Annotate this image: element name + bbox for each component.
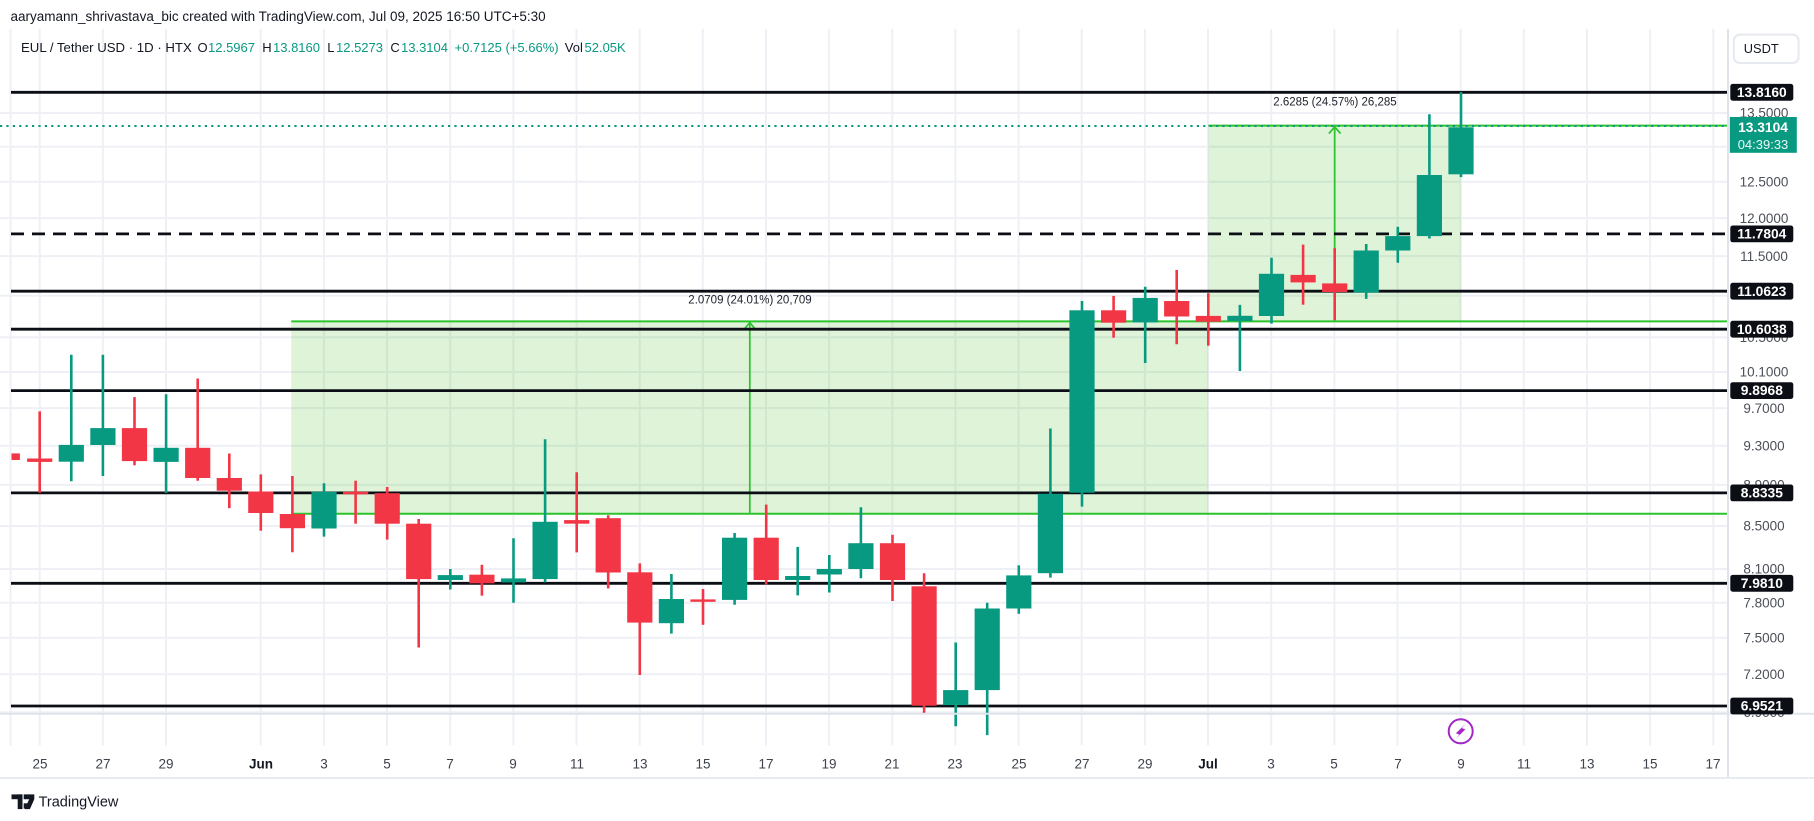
svg-text:11: 11 <box>570 757 584 772</box>
svg-text:15: 15 <box>1642 757 1657 772</box>
svg-text:8.1000: 8.1000 <box>1743 562 1784 577</box>
svg-text:19: 19 <box>821 757 836 772</box>
svg-text:8.8335: 8.8335 <box>1741 486 1784 501</box>
svg-text:13.8160: 13.8160 <box>273 40 320 55</box>
svg-text:Jun: Jun <box>249 757 273 772</box>
svg-text:H: H <box>262 40 271 55</box>
svg-text:25: 25 <box>32 757 47 772</box>
svg-text:17: 17 <box>1705 757 1720 772</box>
svg-text:11.5000: 11.5000 <box>1740 249 1788 264</box>
svg-text:13.5000: 13.5000 <box>1740 106 1789 121</box>
svg-text:EUL / Tether USD · 1D · HTX: EUL / Tether USD · 1D · HTX <box>21 40 192 55</box>
svg-text:13: 13 <box>632 757 647 772</box>
svg-text:7.9810: 7.9810 <box>1741 576 1784 591</box>
svg-text:15: 15 <box>695 757 710 772</box>
svg-text:Vol: Vol <box>565 40 583 55</box>
svg-text:11.0623: 11.0623 <box>1737 284 1786 299</box>
svg-text:17: 17 <box>758 757 773 772</box>
svg-text:11.7804: 11.7804 <box>1737 227 1786 242</box>
svg-text:10.6038: 10.6038 <box>1737 322 1787 337</box>
svg-text:9.7000: 9.7000 <box>1743 401 1784 416</box>
svg-text:12.0000: 12.0000 <box>1740 211 1789 226</box>
svg-text:12.5000: 12.5000 <box>1740 174 1789 189</box>
svg-text:+0.7125 (+5.66%): +0.7125 (+5.66%) <box>455 40 559 55</box>
svg-text:29: 29 <box>1137 757 1152 772</box>
svg-text:11: 11 <box>1517 757 1531 772</box>
svg-text:13: 13 <box>1579 757 1594 772</box>
svg-text:L: L <box>327 40 334 55</box>
svg-text:27: 27 <box>95 757 110 772</box>
svg-text:aaryamann_shrivastava_bic crea: aaryamann_shrivastava_bic created with T… <box>11 9 546 24</box>
svg-text:10.1000: 10.1000 <box>1740 365 1789 380</box>
svg-text:7.5000: 7.5000 <box>1743 630 1784 645</box>
svg-text:5: 5 <box>1330 757 1338 772</box>
svg-text:12.5273: 12.5273 <box>336 40 383 55</box>
svg-text:TradingView: TradingView <box>39 795 119 811</box>
svg-text:25: 25 <box>1011 757 1026 772</box>
svg-text:04:39:33: 04:39:33 <box>1738 137 1789 152</box>
svg-text:7.2000: 7.2000 <box>1743 667 1784 682</box>
svg-text:52.05K: 52.05K <box>585 40 627 55</box>
svg-text:C: C <box>390 40 399 55</box>
svg-text:8.5000: 8.5000 <box>1743 519 1784 534</box>
svg-text:7: 7 <box>1394 757 1402 772</box>
svg-text:9: 9 <box>509 757 517 772</box>
svg-text:12.5967: 12.5967 <box>208 40 255 55</box>
svg-text:9: 9 <box>1457 757 1465 772</box>
svg-text:29: 29 <box>158 757 173 772</box>
svg-text:27: 27 <box>1074 757 1089 772</box>
svg-text:13.8160: 13.8160 <box>1737 85 1787 100</box>
svg-text:6.9521: 6.9521 <box>1741 699 1784 714</box>
svg-text:O: O <box>198 40 208 55</box>
svg-text:7: 7 <box>446 757 454 772</box>
svg-text:5: 5 <box>383 757 391 772</box>
svg-text:9.8968: 9.8968 <box>1741 383 1784 398</box>
svg-text:Jul: Jul <box>1198 757 1218 772</box>
svg-text:2.6285 (24.57%) 26,285: 2.6285 (24.57%) 26,285 <box>1273 96 1396 108</box>
svg-text:23: 23 <box>947 757 962 772</box>
svg-text:USDT: USDT <box>1744 41 1779 56</box>
svg-text:13.3104: 13.3104 <box>401 40 448 55</box>
svg-text:9.3000: 9.3000 <box>1743 438 1784 453</box>
svg-text:21: 21 <box>884 757 899 772</box>
svg-text:7.8000: 7.8000 <box>1743 595 1784 610</box>
svg-text:3: 3 <box>1267 757 1275 772</box>
svg-text:13.3104: 13.3104 <box>1738 120 1788 135</box>
svg-text:3: 3 <box>320 757 328 772</box>
svg-text:2.0709 (24.01%) 20,709: 2.0709 (24.01%) 20,709 <box>688 294 811 306</box>
